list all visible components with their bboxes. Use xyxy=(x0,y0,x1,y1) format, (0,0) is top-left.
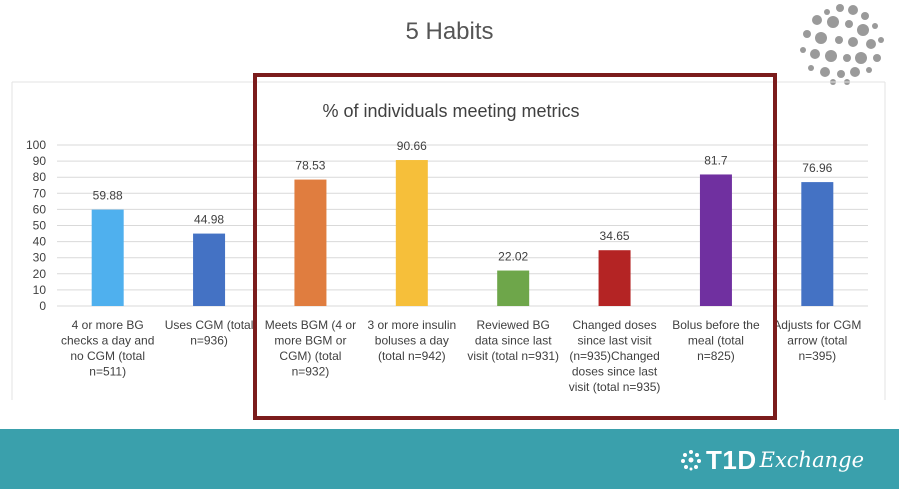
x-tick-label: 3 or more insulin boluses a day (total n=9… xyxy=(367,318,456,363)
data-label: 59.88 xyxy=(93,189,123,203)
y-tick-label: 40 xyxy=(33,235,47,249)
bar xyxy=(801,182,834,306)
data-label: 34.65 xyxy=(600,229,630,243)
data-label: 78.53 xyxy=(295,159,325,173)
y-tick-label: 80 xyxy=(33,170,47,184)
slide-title: 5 Habits xyxy=(405,18,494,45)
y-tick-label: 60 xyxy=(33,202,47,216)
y-tick-label: 100 xyxy=(26,138,46,152)
x-tick-label: Reviewed BG data since last visit (total n… xyxy=(467,318,559,363)
data-label: 44.98 xyxy=(194,213,224,227)
x-tick-label: Changed doses since last visit (n=935)Chan… xyxy=(569,318,661,394)
bar xyxy=(699,174,732,306)
x-tick-label: Bolus before the meal (total n=825) xyxy=(672,318,760,363)
data-label: 81.7 xyxy=(704,153,728,167)
bar xyxy=(294,179,327,306)
x-tick-label: Meets BGM (4 or more BGM or CGM) (total n=9… xyxy=(265,318,356,379)
bar xyxy=(193,233,226,306)
data-label: 22.02 xyxy=(498,250,528,264)
dotted-sphere-logo-icon xyxy=(800,4,884,85)
chart-title: % of individuals meeting metrics xyxy=(322,101,579,121)
brand-suffix: Exchange xyxy=(759,448,864,472)
bar xyxy=(395,160,428,306)
y-tick-label: 30 xyxy=(33,251,47,265)
chart-plot-frame xyxy=(11,81,886,400)
y-tick-label: 50 xyxy=(33,219,47,233)
x-tick-label: Adjusts for CGM arrow (total n=395) xyxy=(773,318,861,363)
brand-name: T1D xyxy=(706,444,757,475)
t1d-exchange-logo: T1D Exchange xyxy=(680,443,864,477)
data-label: 76.96 xyxy=(802,161,832,175)
highlight-box xyxy=(253,73,777,420)
y-tick-label: 10 xyxy=(33,283,47,297)
bar xyxy=(497,270,530,306)
x-tick-label: 4 or more BG checks a day and no CGM (tota… xyxy=(61,318,154,379)
bar xyxy=(91,209,124,306)
footer-bar xyxy=(0,429,899,489)
y-tick-label: 0 xyxy=(39,299,46,313)
y-tick-label: 90 xyxy=(33,154,47,168)
y-tick-label: 20 xyxy=(33,267,47,281)
x-tick-label: Uses CGM (total n=936) xyxy=(165,318,254,348)
brand-dots-icon xyxy=(681,450,701,471)
bar-chart: 0 10 20 30 40 50 60 70 80 90 100 59.88 44.98 78.53 90… xyxy=(11,73,886,420)
y-tick-label: 70 xyxy=(33,186,47,200)
bar xyxy=(598,250,631,306)
data-label: 90.66 xyxy=(397,139,427,153)
